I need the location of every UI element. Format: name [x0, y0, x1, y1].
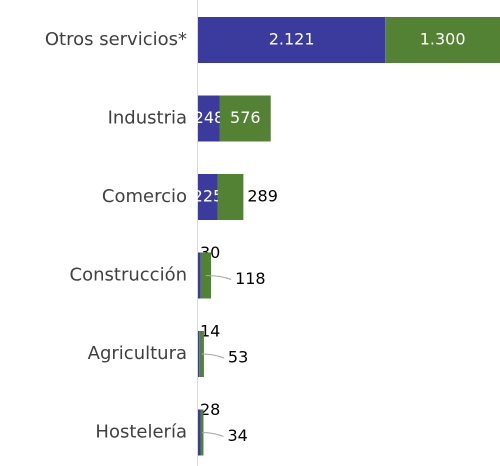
category-label: Construcción	[70, 265, 187, 286]
data-label: 2.121	[269, 30, 315, 49]
category-label: Agricultura	[88, 343, 187, 364]
category-label: Otros servicios*	[45, 29, 187, 50]
category-label: Comercio	[102, 186, 187, 207]
category-label: Industria	[108, 108, 187, 129]
data-label: 34	[227, 426, 247, 445]
leader-line	[205, 275, 232, 280]
leader-line	[201, 432, 224, 437]
data-label: 118	[235, 269, 266, 288]
bar	[219, 95, 271, 142]
data-label: 53	[228, 348, 248, 367]
data-label: 248	[194, 108, 225, 127]
data-label: 14	[200, 322, 220, 341]
bar	[198, 252, 201, 299]
bar	[198, 409, 201, 456]
data-label: 289	[247, 187, 278, 206]
bar	[198, 331, 200, 377]
data-label: 28	[200, 400, 220, 419]
category-label: Hostelería	[95, 422, 187, 443]
data-label: 225	[193, 187, 224, 206]
leader-line	[201, 353, 225, 359]
data-label: 576	[230, 108, 261, 127]
bar	[217, 174, 244, 220]
bar	[198, 174, 218, 220]
bar	[198, 17, 386, 63]
bar	[198, 95, 220, 142]
data-label: 1.300	[420, 30, 466, 49]
bar	[385, 17, 500, 63]
